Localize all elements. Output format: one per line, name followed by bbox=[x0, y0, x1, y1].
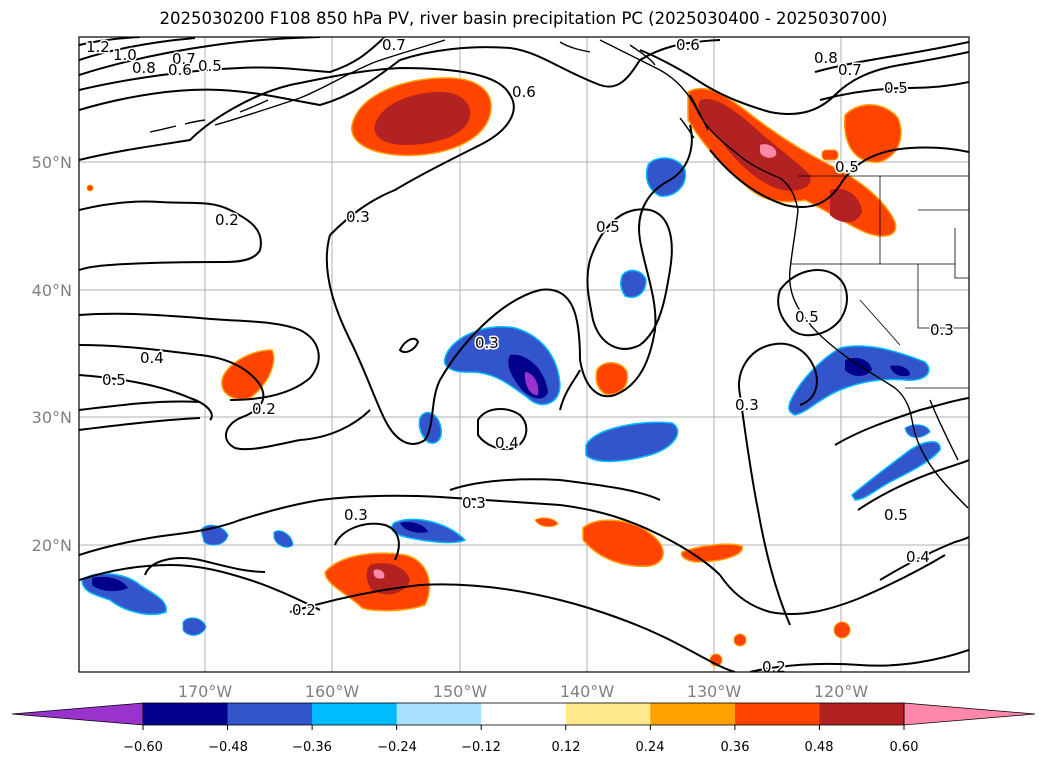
colorbar-bin bbox=[227, 703, 313, 725]
contour-label: 0.8 bbox=[132, 59, 156, 77]
colorbar-bin bbox=[396, 703, 482, 725]
latitude-labels: 50°N 40°N 30°N 20°N bbox=[32, 153, 72, 555]
colorbar-under-arrow bbox=[11, 702, 144, 726]
lon-label: 160°W bbox=[305, 682, 360, 701]
lat-label: 20°N bbox=[32, 536, 72, 555]
map-title: 2025030200 F108 850 hPa PV, river basin … bbox=[159, 9, 888, 28]
coastlines bbox=[149, 39, 969, 509]
contour-label: 0.3 bbox=[344, 506, 368, 524]
contour-label: 0.3 bbox=[462, 494, 486, 512]
contour-label: 0.5 bbox=[596, 218, 620, 236]
colorbar-tick-label: −0.36 bbox=[292, 740, 332, 755]
contour-label: 0.3 bbox=[930, 321, 954, 339]
colorbar-tick-label: 0.48 bbox=[805, 740, 834, 755]
contour-label: 1.2 bbox=[86, 38, 110, 56]
contour-label: 0.6 bbox=[676, 36, 700, 54]
colorbar-tick-label: −0.12 bbox=[461, 740, 501, 755]
contour-label: 0.4 bbox=[495, 434, 519, 452]
map-frame bbox=[78, 36, 970, 673]
colorbar-tick-label: −0.24 bbox=[377, 740, 417, 755]
colorbar-bin bbox=[650, 703, 736, 725]
contour-label: 0.3 bbox=[475, 334, 499, 352]
colorbar-bin bbox=[565, 703, 651, 725]
colorbar-bin bbox=[312, 703, 398, 725]
precip-shading bbox=[81, 77, 941, 667]
lat-label: 30°N bbox=[32, 408, 72, 427]
contour-label: 0.2 bbox=[215, 211, 239, 229]
contour-label: 0.4 bbox=[140, 349, 164, 367]
lat-label: 50°N bbox=[32, 153, 72, 172]
lon-label: 140°W bbox=[560, 682, 615, 701]
colorbar-bin bbox=[481, 703, 567, 725]
contour-label: 0.3 bbox=[346, 208, 370, 226]
colorbar-over-arrow bbox=[903, 702, 1036, 726]
contour-label: 0.6 bbox=[512, 83, 536, 101]
colorbar-tick-label: −0.48 bbox=[208, 740, 248, 755]
contour-label: 1.0 bbox=[113, 46, 137, 64]
colorbar-bin bbox=[819, 703, 905, 725]
contour-label: 0.8 bbox=[814, 49, 838, 67]
pv-contour-labels: 1.2 1.0 0.8 0.7 0.6 0.5 0.7 0.6 0.6 0.8 … bbox=[85, 36, 956, 676]
longitude-labels: 170°W 160°W 150°W 140°W 130°W 120°W bbox=[178, 682, 869, 701]
contour-label: 0.7 bbox=[172, 50, 196, 68]
contour-label: 0.7 bbox=[838, 61, 862, 79]
contour-label: 0.5 bbox=[102, 371, 126, 389]
lon-label: 120°W bbox=[814, 682, 869, 701]
colorbar-tick-label: 0.60 bbox=[890, 740, 919, 755]
colorbar-tick-label: −0.60 bbox=[123, 740, 163, 755]
colorbar-bin bbox=[734, 703, 820, 725]
colorbar-tick-label: 0.12 bbox=[552, 740, 581, 755]
contour-label: 0.5 bbox=[884, 79, 908, 97]
contour-label: 0.3 bbox=[735, 396, 759, 414]
colorbar-tick-label: 0.36 bbox=[721, 740, 750, 755]
colorbar-ticks bbox=[142, 725, 905, 730]
colorbar: −0.60 −0.48 −0.36 −0.24 −0.12 0.12 0.24 … bbox=[11, 702, 1036, 755]
contour-label: 0.2 bbox=[252, 400, 276, 418]
colorbar-tick-labels: −0.60 −0.48 −0.36 −0.24 −0.12 0.12 0.24 … bbox=[123, 740, 918, 755]
lon-label: 130°W bbox=[687, 682, 742, 701]
contour-label: 0.6 bbox=[168, 61, 192, 79]
pv-contours bbox=[79, 37, 969, 672]
contour-label: 0.7 bbox=[382, 36, 406, 54]
contour-label: 0.5 bbox=[795, 308, 819, 326]
colorbar-bins bbox=[143, 703, 905, 725]
colorbar-tick-label: 0.24 bbox=[636, 740, 665, 755]
contour-label: 0.5 bbox=[198, 57, 222, 75]
map-plot-area: 1.2 1.0 0.8 0.7 0.6 0.5 0.7 0.6 0.6 0.8 … bbox=[79, 36, 969, 676]
lon-label: 150°W bbox=[433, 682, 488, 701]
contour-label: 0.5 bbox=[835, 158, 859, 176]
colorbar-frame bbox=[142, 702, 905, 726]
colorbar-bin bbox=[143, 703, 229, 725]
contour-label: 0.2 bbox=[292, 601, 316, 619]
borders bbox=[790, 175, 969, 389]
lat-label: 40°N bbox=[32, 281, 72, 300]
contour-label: 0.2 bbox=[762, 658, 786, 676]
contour-label: 0.4 bbox=[906, 548, 930, 566]
lon-label: 170°W bbox=[178, 682, 233, 701]
contour-label: 0.5 bbox=[884, 506, 908, 524]
